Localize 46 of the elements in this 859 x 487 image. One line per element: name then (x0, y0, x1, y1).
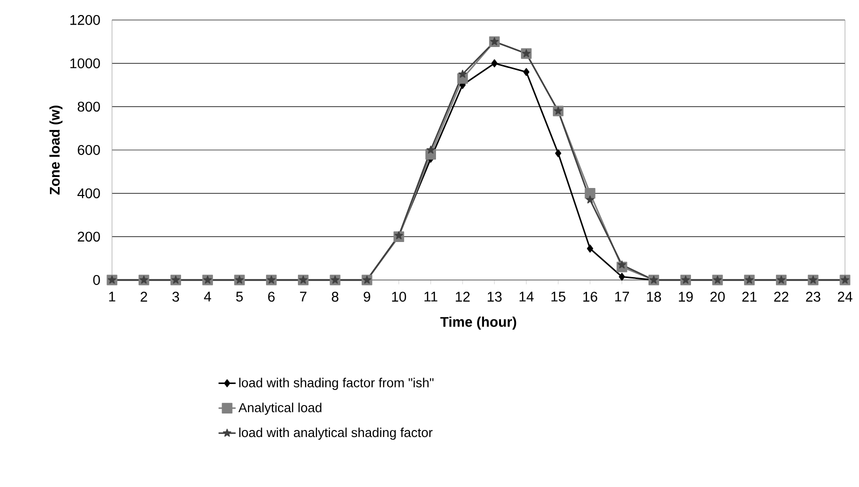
x-tick-label: 24 (838, 292, 852, 302)
y-tick-label: 200 (78, 232, 100, 242)
legend-label: load with shading factor from "ish" (239, 378, 434, 390)
x-tick-label: 17 (615, 292, 629, 302)
x-tick-label: 22 (774, 292, 788, 302)
x-tick-label: 19 (678, 292, 693, 302)
y-tick-label: 400 (77, 188, 100, 198)
y-tick-label: 600 (78, 145, 100, 155)
x-tick-label: 21 (742, 292, 756, 302)
point (458, 70, 467, 78)
x-tick-label: 4 (204, 292, 212, 302)
x-tick-label: 23 (806, 292, 820, 302)
x-tick-label: 2 (140, 292, 148, 302)
x-tick-label: 12 (456, 292, 470, 302)
point (523, 68, 530, 76)
x-tick-label: 18 (647, 292, 661, 302)
x-tick-label: 9 (364, 292, 370, 302)
point (584, 188, 596, 199)
x-tick-label: 14 (520, 292, 534, 302)
y-tick-label: 800 (78, 102, 100, 112)
y-axis-title: Zone load (w) (49, 106, 62, 195)
x-tick-label: 15 (551, 292, 566, 302)
point (586, 244, 594, 253)
x-tick-label: 20 (710, 292, 725, 302)
point (618, 272, 626, 281)
x-tick-label: 16 (583, 292, 598, 302)
point (491, 59, 498, 68)
x-tick-label: 8 (332, 292, 338, 302)
y-tick-label: 1200 (70, 15, 100, 25)
point (586, 195, 594, 204)
x-tick-label: 1 (109, 292, 116, 302)
y-tick-label: 1000 (70, 58, 100, 68)
x-tick-label: 3 (172, 292, 180, 302)
x-tick-label: 5 (236, 292, 243, 302)
x-tick-label: 7 (300, 292, 306, 302)
y-tick-label: 0 (93, 275, 100, 285)
point (555, 149, 562, 158)
x-tick-label: 10 (392, 292, 406, 302)
x-tick-label: 13 (488, 292, 502, 302)
x-tick-label: 6 (268, 292, 275, 302)
legend-label: load with analytical shading factor (239, 428, 433, 440)
point (618, 260, 626, 268)
legend-label: Analytical load (238, 402, 322, 415)
x-tick-label: 11 (424, 292, 438, 302)
point (426, 146, 435, 154)
x-axis-title: Time (hour) (440, 316, 516, 330)
